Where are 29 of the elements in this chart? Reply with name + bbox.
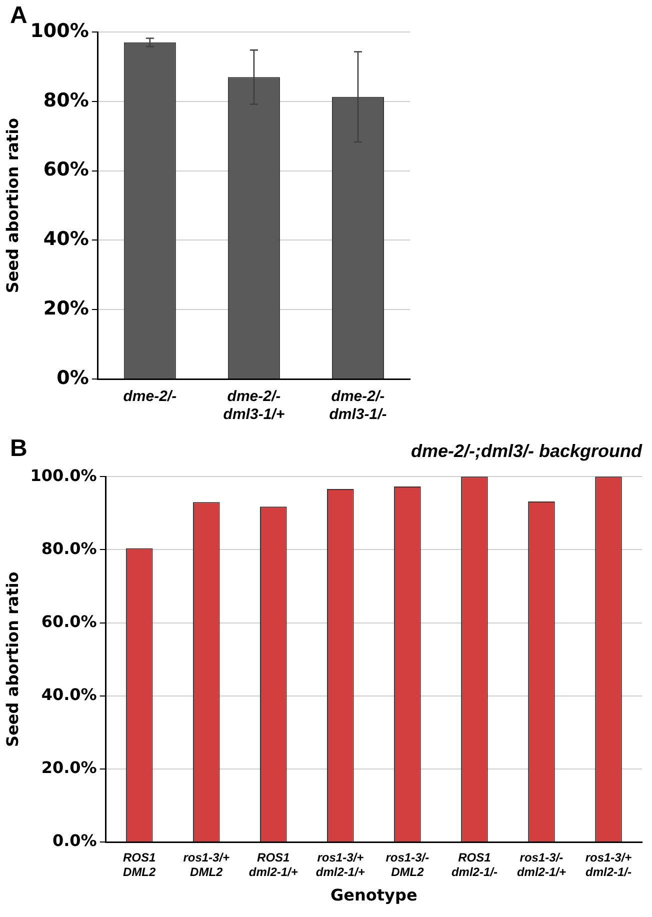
y-axis-title: Seed abortion ratio [2, 118, 22, 294]
y-tick-label: 20.0% [41, 758, 97, 778]
x-axis-title: Genotype [330, 886, 418, 905]
x-tick-label: ros1-3/- dml2-1/+ [516, 850, 566, 879]
y-axis-title: Seed abortion ratio [2, 572, 22, 747]
text: B [10, 435, 28, 463]
y-tick-label: 100.0% [30, 466, 97, 485]
x-tick-label: dme-2/- dml3-1/- [329, 388, 387, 424]
x-tick-label: ros1-3/+ DML2 [183, 850, 230, 879]
x-tick-label: ros1-3/+ dml2-1/+ [316, 850, 365, 879]
y-tick-label: 100% [30, 20, 89, 42]
y-tick-label: 80% [43, 89, 89, 112]
chart-title: dme-2/-;dml3/- background [410, 440, 643, 461]
y-tick-label: 60.0% [41, 612, 97, 631]
x-tick-label: ROS1 DML2 [123, 850, 156, 879]
x-tick-label: ROS1 dml2-1/- [451, 850, 498, 879]
y-tick-label: 20% [43, 298, 89, 320]
x-tick-label: dme-2/- dml3-1/+ [223, 388, 285, 424]
x-tick-label: ROS1 dml2-1/+ [248, 850, 298, 879]
y-tick-label: 0% [56, 366, 89, 389]
x-tick-label: ros1-3/+ dml2-1/- [585, 850, 632, 879]
x-tick-label: ros1-3/- DML2 [386, 850, 430, 879]
y-tick-label: 80.0% [41, 538, 97, 558]
y-tick-label: 40% [43, 228, 89, 250]
x-tick-label: dme-2/- [123, 388, 177, 406]
y-tick-label: 0.0% [52, 831, 97, 850]
text: A [10, 2, 28, 30]
y-tick-label: 60% [43, 158, 89, 181]
y-tick-label: 40.0% [41, 684, 97, 704]
